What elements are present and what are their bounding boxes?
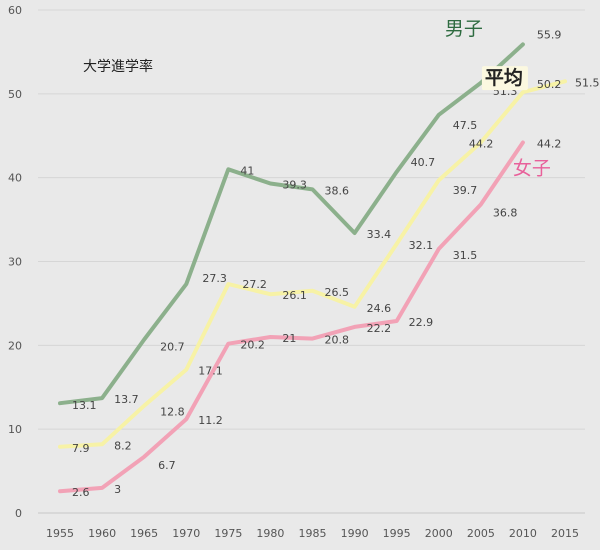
axis-layer: 0 10 20 30 40 50 60 1955 1960 1965 1970 1975 1980 198… [8,4,579,540]
data-label: 51.5 [575,76,600,89]
data-label: 31.5 [453,249,478,262]
data-label: 22.9 [409,316,434,329]
y-tick-label: 60 [8,4,22,17]
data-label: 26.1 [282,289,307,302]
data-label: 2.6 [72,486,90,499]
data-label: 8.2 [114,439,132,452]
data-label: 44.2 [469,137,494,150]
data-label: 47.5 [453,119,478,132]
series-line-3 [58,140,525,494]
y-tick-label: 50 [8,88,22,101]
data-label: 32.1 [409,239,434,252]
data-label: 27.2 [242,278,266,291]
data-label: 20.2 [240,339,264,352]
data-label: 12.8 [160,406,185,419]
x-tick-label: 1975 [214,527,242,540]
data-label: 17.1 [198,365,223,378]
y-tick-label: 10 [8,423,22,436]
x-tick-label: 1990 [341,527,369,540]
data-label: 55.9 [537,28,562,41]
y-tick-label: 20 [8,339,22,352]
x-tick-label: 2005 [467,527,495,540]
series-line-1 [58,42,525,406]
data-label: 44.2 [537,137,562,150]
data-label: 41 [240,164,254,177]
data-label: 22.2 [367,322,392,335]
x-tick-label: 2000 [425,527,453,540]
lines-layer [58,42,567,494]
data-label: 20.8 [325,334,350,347]
data-label: 40.7 [411,156,436,169]
data-label: 26.5 [325,286,350,299]
x-tick-label: 1980 [256,527,284,540]
data-label: 24.6 [367,302,392,315]
x-tick-label: 1960 [88,527,116,540]
data-label: 7.9 [72,442,90,455]
x-tick-label: 2010 [509,527,537,540]
series-name-label: 女子 [513,157,551,179]
grid-layer [38,9,585,514]
chart-title: 大学進学率 [83,58,153,75]
y-tick-label: 40 [8,172,22,185]
data-label: 39.3 [282,179,307,192]
data-label: 20.7 [160,340,185,353]
data-label: 50.2 [537,78,562,91]
y-tick-label: 0 [15,507,22,520]
data-label: 33.4 [367,228,392,241]
data-label: 21 [282,332,296,345]
series-name-label: 平均 [485,66,523,89]
data-label: 38.6 [325,184,350,197]
data-label: 13.7 [114,393,139,406]
x-tick-label: 1995 [383,527,411,540]
y-tick-label: 30 [8,256,22,269]
x-tick-label: 1970 [172,527,200,540]
data-label: 39.7 [453,184,478,197]
series-name-label: 男子 [445,18,483,40]
data-label: 6.7 [158,459,176,472]
series-name-bg [481,66,528,91]
data-label: 27.3 [202,272,227,285]
x-tick-label: 1955 [46,527,74,540]
data-label: 11.2 [198,414,223,427]
series-line-2 [58,79,567,449]
x-tick-label: 2015 [551,527,579,540]
x-tick-label: 1985 [299,527,327,540]
data-label: 13.1 [72,399,97,412]
data-label: 3 [114,483,121,496]
x-tick-label: 1965 [130,527,158,540]
data-label: 36.8 [493,206,518,219]
